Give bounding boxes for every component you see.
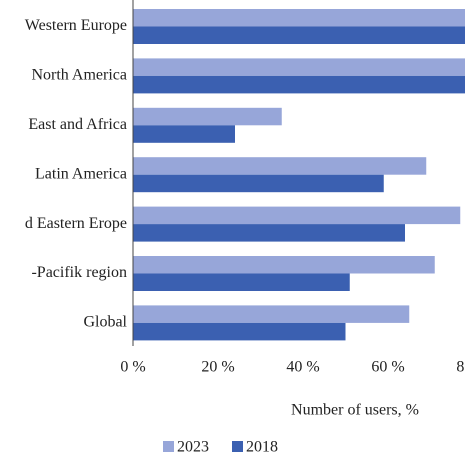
bar <box>133 58 465 76</box>
bar <box>133 107 282 126</box>
bar <box>133 157 427 175</box>
bar <box>133 125 235 143</box>
bar <box>133 26 465 44</box>
y-tick-label: Western Europe <box>25 17 127 34</box>
legend-label: 2018 <box>246 439 278 456</box>
y-tick-label: East and Africa <box>28 116 127 133</box>
x-tick-label: 80 % <box>456 359 465 376</box>
x-tick-label: 20 % <box>201 359 234 376</box>
x-tick-label: 40 % <box>286 359 319 376</box>
y-tick-label: Latin America <box>35 165 127 182</box>
bar <box>133 256 435 274</box>
bar <box>133 273 350 291</box>
bar <box>133 9 465 27</box>
x-axis-title: Number of users, % <box>291 402 419 419</box>
bar <box>133 305 410 323</box>
bar <box>133 206 461 225</box>
y-tick-label: d Eastern Erope <box>25 215 127 232</box>
legend-label: 2023 <box>177 439 209 456</box>
legend-swatch <box>163 441 174 452</box>
bar <box>133 224 405 242</box>
bar <box>133 174 384 193</box>
legend-swatch <box>232 441 243 452</box>
bar <box>133 75 465 94</box>
bar <box>133 322 346 341</box>
y-tick-label: Global <box>83 314 127 331</box>
y-tick-label: North America <box>31 67 127 84</box>
y-tick-label: -Pacifik region <box>31 264 127 281</box>
x-tick-label: 60 % <box>371 359 404 376</box>
x-tick-label: 0 % <box>120 359 145 376</box>
